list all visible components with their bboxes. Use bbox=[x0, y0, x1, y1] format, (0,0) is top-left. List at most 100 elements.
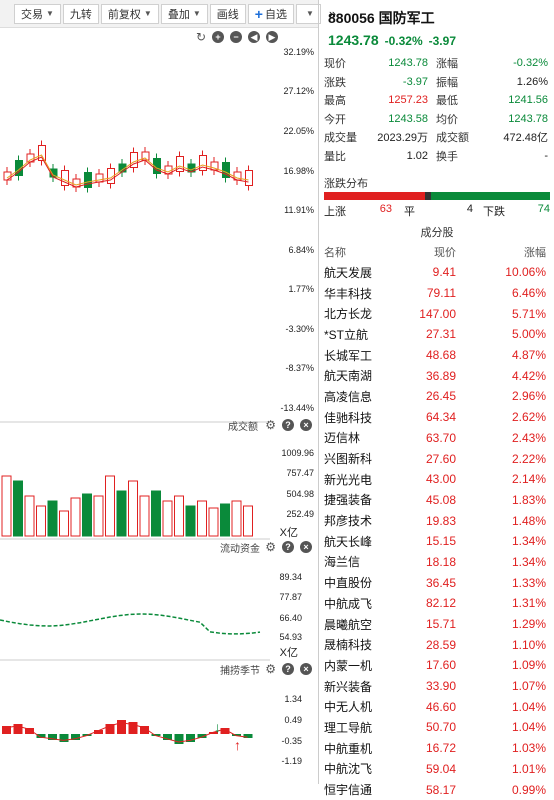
zoom-in-icon[interactable]: + bbox=[212, 31, 224, 43]
list-item[interactable]: 长城军工 48.68 4.87% bbox=[324, 345, 552, 366]
help-icon[interactable]: ? bbox=[282, 663, 294, 675]
panel-divider[interactable] bbox=[318, 0, 319, 784]
list-item[interactable]: 高凌信息 26.45 2.96% bbox=[324, 386, 552, 407]
stat-value: -0.32% bbox=[513, 57, 548, 70]
overlay-label: 叠加 bbox=[167, 8, 190, 21]
stock-price: 36.45 bbox=[425, 575, 456, 590]
stat-label: 均价 bbox=[436, 113, 458, 126]
axis-tick: 22.05% bbox=[283, 126, 314, 136]
trade-dropdown[interactable]: 交易 ▼ bbox=[14, 3, 61, 24]
list-item[interactable]: 中航成飞 82.12 1.31% bbox=[324, 593, 552, 614]
stock-change-pct: 2.62% bbox=[511, 410, 546, 425]
help-icon[interactable]: ? bbox=[282, 541, 294, 553]
list-item[interactable]: 新光光电 43.00 2.14% bbox=[324, 469, 552, 490]
stock-name: 海兰信 bbox=[324, 555, 361, 570]
list-item[interactable]: 邦彦技术 19.83 1.48% bbox=[324, 510, 552, 531]
list-item[interactable]: 新兴装备 33.90 1.07% bbox=[324, 676, 552, 697]
close-icon[interactable]: × bbox=[300, 541, 312, 553]
stock-change-pct: 1.10% bbox=[511, 637, 546, 652]
volume-bar bbox=[231, 500, 242, 537]
list-item[interactable]: 中航沈飞 59.04 1.01% bbox=[324, 759, 552, 780]
col-name-header[interactable]: 名称 bbox=[324, 247, 346, 259]
season-bar bbox=[2, 726, 11, 734]
season-bars bbox=[2, 720, 253, 744]
volume-bar bbox=[151, 490, 161, 537]
list-item[interactable]: 晨曦航空 15.71 1.29% bbox=[324, 614, 552, 635]
adjust-dropdown[interactable]: 前复权 ▼ bbox=[100, 3, 159, 24]
col-price-header[interactable]: 现价 bbox=[434, 247, 456, 259]
list-item[interactable]: 内蒙一机 17.60 1.09% bbox=[324, 655, 552, 676]
draw-line-label: 画线 bbox=[216, 8, 239, 21]
volume-panel-title: 成交额 bbox=[228, 422, 258, 433]
dist-up-segment bbox=[324, 192, 425, 200]
scroll-right-icon[interactable]: ▶ bbox=[266, 31, 278, 43]
gear-icon[interactable]: ⚙ bbox=[265, 540, 276, 554]
stock-name: 新光光电 bbox=[324, 472, 373, 487]
nine-turn-button[interactable]: 九转 bbox=[62, 3, 99, 24]
volume-bar bbox=[82, 493, 92, 537]
axis-tick: 11.91% bbox=[284, 205, 314, 215]
list-item[interactable]: *ST立航 27.31 5.00% bbox=[324, 324, 552, 345]
stock-name: 华丰科技 bbox=[324, 286, 373, 301]
stock-price: 50.70 bbox=[425, 720, 456, 735]
list-item[interactable]: 中直股份 36.45 1.33% bbox=[324, 572, 552, 593]
scroll-left-icon[interactable]: ◀ bbox=[248, 31, 260, 43]
stock-change-pct: 4.87% bbox=[511, 348, 546, 363]
list-item[interactable]: 海兰信 18.18 1.34% bbox=[324, 552, 552, 573]
ma-line-1 bbox=[6, 154, 249, 186]
gear-icon[interactable]: ⚙ bbox=[265, 418, 276, 432]
season-bar bbox=[163, 734, 172, 740]
list-item[interactable]: 中航重机 16.72 1.03% bbox=[324, 738, 552, 759]
draw-line-button[interactable]: 画线 bbox=[209, 3, 246, 24]
quote-panel: 880056 国防军工 1243.78 -0.32% -3.97 现价 1243.78… bbox=[320, 0, 554, 797]
axis-tick: 504.98 bbox=[286, 489, 314, 499]
list-item[interactable]: 捷强装备 45.08 1.83% bbox=[324, 490, 552, 511]
season-bar bbox=[243, 734, 253, 738]
col-pct-header[interactable]: 涨幅 bbox=[524, 247, 546, 259]
axis-tick: 32.19% bbox=[283, 47, 314, 57]
zoom-out-icon[interactable]: − bbox=[230, 31, 242, 43]
list-item[interactable]: 佳驰科技 64.34 2.62% bbox=[324, 407, 552, 428]
constituents-list: 航天发展 9.41 10.06% 华丰科技 79.11 6.46% 北方长龙 147.00 5.… bbox=[324, 262, 552, 800]
add-watchlist-button[interactable]: + 自选 bbox=[247, 3, 294, 24]
volume-bar bbox=[24, 495, 35, 537]
candle-body bbox=[61, 170, 69, 186]
list-item[interactable]: 航天南湖 36.89 4.42% bbox=[324, 365, 552, 386]
list-item[interactable]: 航天发展 9.41 10.06% bbox=[324, 262, 552, 283]
ma-line-2 bbox=[6, 156, 249, 188]
refresh-icon[interactable]: ↻ bbox=[195, 30, 206, 44]
list-item[interactable]: 中无人机 46.60 1.04% bbox=[324, 696, 552, 717]
overlay-dropdown[interactable]: 叠加 ▼ bbox=[160, 3, 208, 24]
list-item[interactable]: 迈信林 63.70 2.43% bbox=[324, 428, 552, 449]
constituents-header: 名称 现价 涨幅 bbox=[324, 244, 552, 260]
more-icon[interactable]: » bbox=[328, 6, 337, 21]
stock-change-pct: 1.48% bbox=[511, 513, 546, 528]
list-item[interactable]: 航天长峰 15.15 1.34% bbox=[324, 531, 552, 552]
stock-change-pct: 1.09% bbox=[511, 658, 546, 673]
watchlist-dropdown[interactable]: ▼ bbox=[295, 3, 321, 24]
volume-bar bbox=[105, 475, 115, 537]
list-item[interactable]: 华丰科技 79.11 6.46% bbox=[324, 283, 552, 304]
list-item[interactable]: 北方长龙 147.00 5.71% bbox=[324, 303, 552, 324]
stat-value: 1243.78 bbox=[508, 112, 548, 125]
close-icon[interactable]: × bbox=[300, 663, 312, 675]
stat-label: 成交额 bbox=[436, 132, 469, 145]
stock-name: 佳驰科技 bbox=[324, 410, 373, 425]
season-bar bbox=[25, 728, 34, 734]
close-icon[interactable]: × bbox=[300, 419, 312, 431]
stock-price: 33.90 bbox=[425, 679, 456, 694]
stat-label: 涨幅 bbox=[436, 58, 458, 71]
help-icon[interactable]: ? bbox=[282, 419, 294, 431]
stat-label: 量比 bbox=[324, 150, 346, 163]
stat-value: 1257.23 bbox=[388, 94, 428, 107]
list-item[interactable]: 晟楠科技 28.59 1.10% bbox=[324, 634, 552, 655]
chart-canvas[interactable]: ↓ ↑ bbox=[0, 28, 318, 784]
current-price: 1243.78 bbox=[328, 32, 379, 48]
list-item[interactable]: 恒宇信通 58.17 0.99% bbox=[324, 779, 552, 800]
gear-icon[interactable]: ⚙ bbox=[265, 662, 276, 676]
list-item[interactable]: 理工导航 50.70 1.04% bbox=[324, 717, 552, 738]
stock-change-pct: 2.14% bbox=[511, 472, 546, 487]
stock-change-pct: 1.34% bbox=[511, 554, 546, 569]
volume-bar bbox=[162, 500, 173, 537]
list-item[interactable]: 兴图新科 27.60 2.22% bbox=[324, 448, 552, 469]
